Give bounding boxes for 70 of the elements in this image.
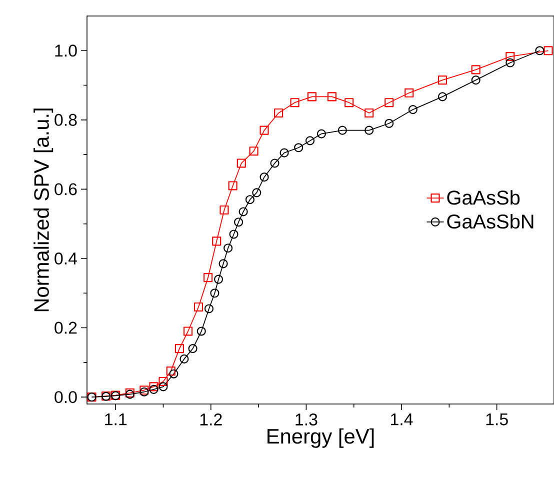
point [234, 218, 244, 227]
point [408, 104, 418, 114]
point [245, 195, 255, 204]
point [183, 326, 193, 336]
point [338, 126, 347, 135]
point [364, 108, 374, 118]
point [249, 146, 258, 156]
point [149, 382, 158, 392]
point [384, 118, 394, 128]
point [174, 344, 184, 354]
point [210, 288, 220, 298]
point [544, 46, 553, 56]
point [212, 236, 222, 246]
point [224, 244, 233, 253]
point [228, 181, 238, 190]
y-axis-title: Normalized SPV [a.u.] [34, 108, 54, 312]
point [438, 92, 448, 102]
point [294, 143, 304, 152]
point [535, 46, 544, 56]
x-tick-label: 1.4 [391, 413, 413, 426]
point [196, 326, 206, 336]
point [307, 92, 316, 102]
point [236, 158, 246, 168]
legend-label: GaAsSbN [447, 214, 534, 229]
y-tick-label: 0.4 [54, 252, 78, 264]
point [438, 76, 448, 85]
point [404, 88, 414, 98]
point [204, 273, 213, 282]
point [274, 108, 284, 118]
x-tick-label: 1.3 [296, 413, 318, 426]
point [238, 207, 248, 216]
point [506, 52, 515, 62]
point [158, 376, 168, 386]
x-tick-label: 1.2 [200, 413, 222, 426]
point [260, 172, 269, 182]
point [169, 369, 178, 378]
y-tick-label: 0.8 [54, 114, 77, 126]
point [220, 205, 229, 215]
point [471, 65, 480, 74]
point [229, 230, 238, 239]
point [280, 148, 289, 158]
point [252, 188, 262, 198]
x-tick-label: 1.5 [486, 413, 508, 426]
point [327, 92, 336, 102]
y-tick-label: 0.2 [54, 322, 77, 334]
point [180, 354, 189, 364]
point [158, 382, 168, 392]
point [384, 98, 394, 108]
point [188, 344, 198, 354]
point [166, 366, 176, 376]
point [218, 259, 228, 268]
y-tick-label: 1.0 [55, 44, 77, 57]
point [471, 76, 480, 85]
point [204, 304, 214, 314]
point [305, 136, 315, 146]
x-axis-title: Energy [eV] [268, 428, 374, 448]
point [506, 58, 515, 68]
point [344, 98, 354, 108]
point [214, 274, 224, 284]
point [290, 98, 300, 108]
point [260, 126, 269, 135]
x-tick-label: 1.1 [105, 413, 127, 426]
point [149, 384, 158, 394]
point [316, 129, 326, 138]
point [270, 158, 280, 168]
legend-label: GaAsSb [447, 190, 520, 205]
y-tick-label: 0.6 [54, 183, 77, 196]
point [364, 126, 374, 135]
point [194, 302, 204, 312]
y-tick-label: 0.0 [54, 391, 77, 404]
